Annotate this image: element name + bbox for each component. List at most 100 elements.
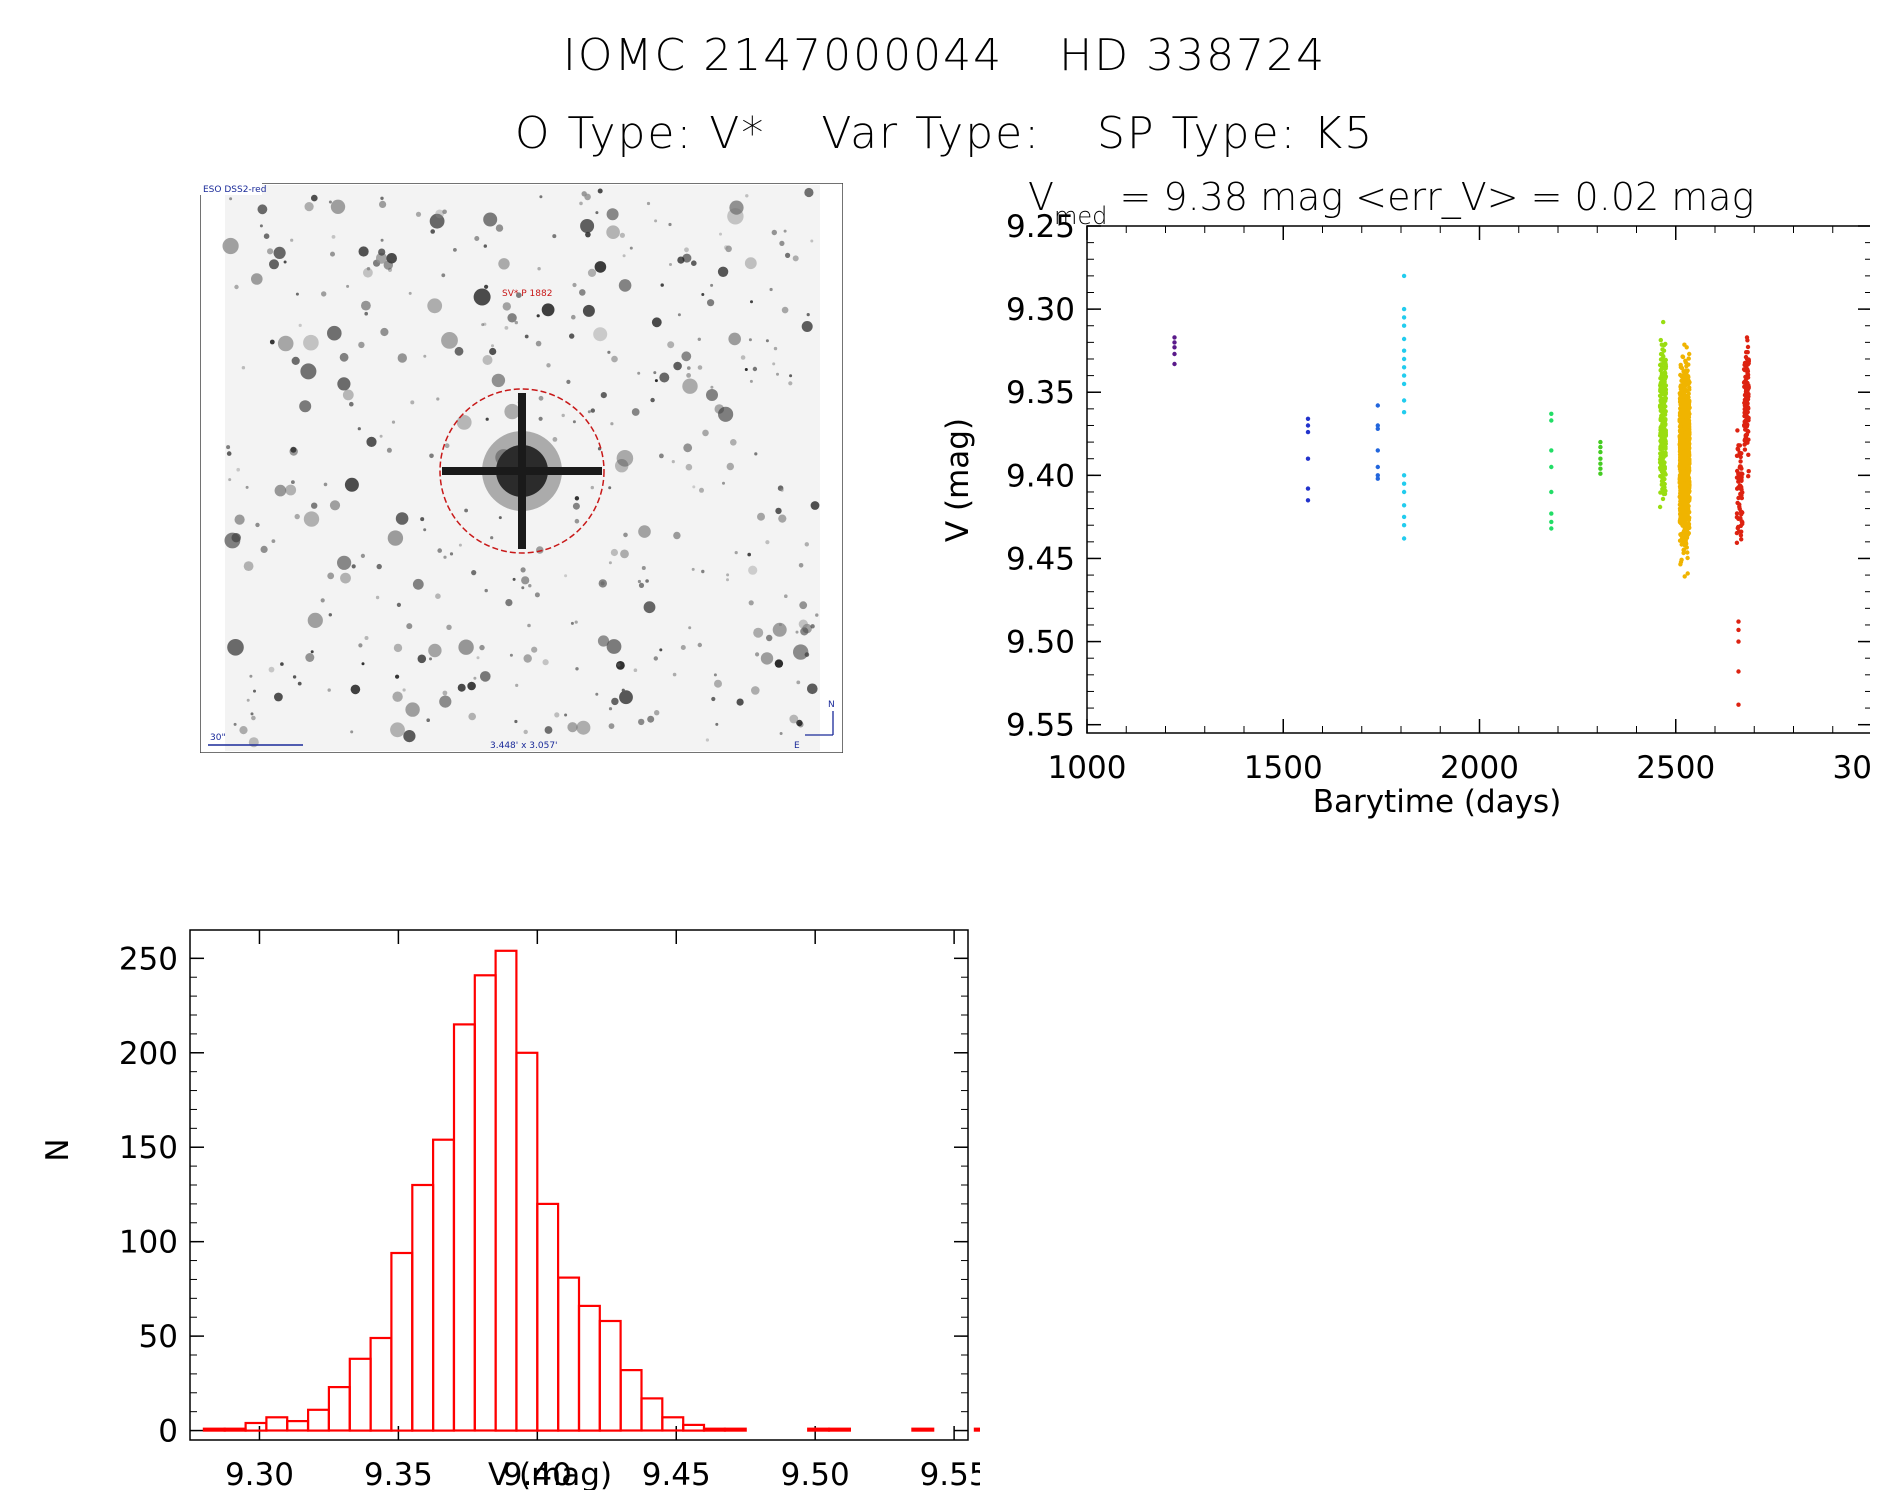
star [303, 511, 320, 527]
star [311, 194, 318, 202]
lc-data-point [1682, 413, 1687, 418]
star [567, 722, 578, 733]
lc-data-point [1735, 447, 1741, 452]
star [561, 413, 565, 418]
star [521, 576, 530, 585]
star [423, 354, 427, 358]
star [611, 355, 618, 363]
star [645, 579, 649, 583]
lc-data-point [1658, 437, 1664, 443]
star [800, 627, 809, 636]
star [473, 676, 477, 680]
lc-data-point [1743, 386, 1748, 391]
lc-data-point [1686, 451, 1692, 457]
star [701, 293, 705, 296]
lc-data-point [1686, 510, 1692, 515]
star [653, 371, 657, 375]
lc-data-point [1401, 365, 1407, 370]
lc-data-point [1660, 414, 1665, 419]
lc-title: Vmed = 9.38 mag <err_V> = 0.02 mag [1028, 175, 1754, 230]
star [380, 196, 384, 200]
star [702, 429, 709, 437]
star [677, 256, 685, 264]
lc-x-tick-label: 2500 [1636, 750, 1715, 786]
star [705, 738, 709, 742]
star [659, 453, 664, 459]
star [483, 322, 487, 326]
lc-data-point [1679, 511, 1685, 516]
star [653, 656, 658, 661]
histogram-bar [682, 1423, 706, 1432]
lc-data-point [1685, 550, 1690, 555]
star [437, 548, 442, 553]
lc-data-point [1683, 451, 1688, 456]
lc-data-point [1598, 439, 1603, 445]
lc-data-point [1172, 361, 1177, 367]
star [364, 311, 368, 316]
star [542, 659, 549, 666]
star [227, 639, 244, 656]
star [435, 209, 444, 219]
lc-y-axis-label: V (mag) [940, 418, 976, 542]
hist-x-tick-label: 9.55 [920, 1457, 980, 1490]
star [810, 501, 820, 510]
histogram-bar [390, 1251, 414, 1432]
hist-x-tick-label: 9.50 [781, 1457, 850, 1490]
star [789, 374, 793, 378]
star [304, 202, 314, 212]
lc-data-point [1682, 574, 1687, 579]
east-label: E [794, 741, 800, 751]
star [779, 732, 783, 735]
hist-y-tick-label: 0 [158, 1414, 178, 1450]
star [725, 245, 732, 253]
star [684, 247, 689, 253]
star [330, 199, 346, 214]
star [403, 730, 416, 743]
scale-bar-label: 30" [210, 733, 226, 743]
hd-name: HD 338724 [1059, 30, 1327, 81]
star [456, 415, 472, 430]
star [479, 644, 485, 651]
star [535, 340, 542, 347]
lc-data-point [1662, 379, 1667, 385]
lc-data-point [1746, 469, 1751, 474]
star [504, 403, 520, 420]
star [804, 652, 810, 657]
star [468, 712, 477, 721]
hist-y-tick-label: 200 [119, 1036, 178, 1072]
lc-data-point [1682, 422, 1688, 427]
star [229, 197, 233, 201]
histogram-bar [265, 1416, 289, 1432]
lc-data-point [1659, 465, 1664, 470]
star [366, 267, 371, 271]
star [280, 662, 284, 666]
star [236, 467, 240, 472]
lc-data-point [1739, 495, 1744, 501]
histogram-bar [452, 1023, 476, 1432]
star [449, 552, 454, 556]
hist-y-tick-label: 150 [119, 1130, 178, 1166]
lc-y-tick-label: 9.35 [1006, 375, 1075, 411]
north-label: N [828, 700, 835, 710]
star [226, 445, 231, 450]
lc-data-point [1401, 348, 1407, 353]
star [572, 420, 576, 424]
lc-data-point [1683, 358, 1688, 363]
star [660, 283, 664, 287]
lc-x-axis-label: Barytime (days) [1313, 784, 1562, 820]
star [600, 392, 607, 399]
lc-data-point [1687, 380, 1692, 385]
lc-data-point [1746, 383, 1751, 388]
star [802, 623, 812, 634]
star [436, 397, 440, 401]
lc-data-point [1658, 362, 1664, 367]
star [804, 542, 809, 547]
lc-data-point [1678, 364, 1684, 370]
star [294, 513, 300, 520]
star [728, 332, 741, 346]
star [539, 195, 543, 199]
star [410, 400, 415, 405]
star [392, 691, 403, 702]
lc-data-point [1658, 393, 1663, 398]
lc-data-point [1736, 619, 1741, 624]
